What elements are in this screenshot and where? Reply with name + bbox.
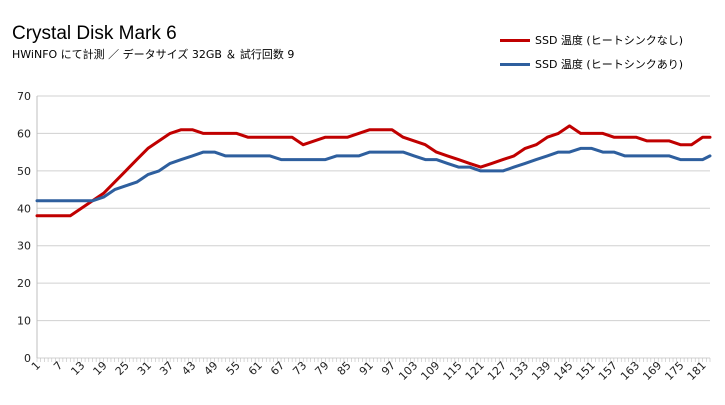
x-tick-label: 55 (224, 359, 243, 378)
legend-swatch-heatsink (500, 62, 530, 66)
x-tick-label: 133 (507, 359, 531, 383)
legend-item-heatsink: SSD 温度 (ヒートシンクあり) (500, 56, 683, 72)
x-tick-label: 85 (335, 359, 354, 378)
x-tick-label: 127 (485, 359, 509, 383)
x-tick-label: 79 (312, 359, 331, 378)
x-tick-label: 139 (529, 359, 553, 383)
y-tick-label: 40 (17, 202, 31, 215)
y-tick-label: 50 (17, 165, 31, 178)
legend-swatch-no-heatsink (500, 38, 530, 42)
legend-item-no-heatsink: SSD 温度 (ヒートシンクなし) (500, 32, 683, 48)
x-tick-label: 19 (91, 359, 110, 378)
x-tick-label: 61 (246, 359, 265, 378)
legend-label-heatsink: SSD 温度 (ヒートシンクあり) (535, 58, 684, 71)
x-tick-label: 145 (552, 359, 576, 383)
x-tick-label: 109 (418, 359, 442, 383)
x-tick-label: 73 (290, 359, 309, 378)
x-tick-label: 97 (379, 359, 398, 378)
x-tick-label: 31 (135, 359, 154, 378)
x-tick-label: 67 (268, 359, 287, 378)
x-tick-label: 25 (113, 359, 132, 378)
y-tick-label: 10 (17, 315, 31, 328)
x-tick-label: 169 (640, 359, 664, 383)
y-tick-label: 30 (17, 240, 31, 253)
x-tick-label: 91 (357, 359, 376, 378)
y-tick-label: 60 (17, 127, 31, 140)
x-tick-label: 115 (441, 359, 465, 383)
chart-subtitle: HWiNFO にて計測 ／ データサイズ 32GB ＆ 試行回数 9 (12, 48, 295, 61)
x-tick-label: 163 (618, 359, 642, 383)
x-tick-label: 37 (157, 359, 176, 378)
x-tick-label: 157 (596, 359, 620, 383)
chart-title: Crystal Disk Mark 6 (12, 23, 177, 44)
series-line-no-heatsink (35, 124, 712, 218)
x-tick-label: 103 (396, 359, 420, 383)
x-tick-label: 151 (574, 359, 598, 383)
series-line-heatsink (35, 146, 712, 203)
x-tick-label: 7 (51, 359, 65, 373)
x-tick-label: 175 (662, 359, 686, 383)
legend-label-no-heatsink: SSD 温度 (ヒートシンクなし) (535, 34, 684, 47)
x-tick-label: 49 (202, 359, 221, 378)
y-tick-label: 70 (17, 90, 31, 103)
x-tick-label: 121 (463, 359, 487, 383)
x-tick-label: 43 (179, 359, 198, 378)
x-tick-label: 181 (685, 359, 709, 383)
y-tick-label: 20 (17, 277, 31, 290)
x-tick-label: 13 (68, 359, 87, 378)
y-tick-label: 0 (24, 352, 31, 365)
x-tick-label: 1 (29, 359, 43, 373)
